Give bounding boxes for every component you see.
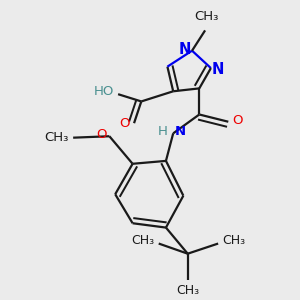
Text: O: O: [232, 114, 243, 127]
Text: N: N: [175, 125, 186, 138]
Text: N: N: [178, 42, 191, 57]
Text: CH₃: CH₃: [131, 234, 154, 247]
Text: N: N: [212, 62, 224, 77]
Text: CH₃: CH₃: [44, 131, 69, 144]
Text: CH₃: CH₃: [176, 284, 199, 297]
Text: CH₃: CH₃: [223, 234, 246, 247]
Text: O: O: [96, 128, 106, 141]
Text: CH₃: CH₃: [194, 10, 219, 23]
Text: O: O: [119, 117, 130, 130]
Text: H: H: [158, 125, 167, 138]
Text: HO: HO: [93, 85, 114, 98]
